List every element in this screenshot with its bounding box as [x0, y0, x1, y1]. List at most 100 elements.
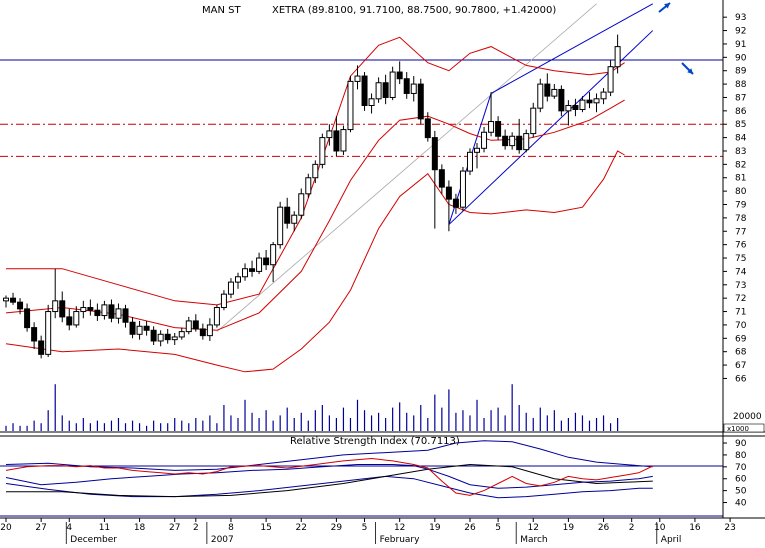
candle-body [199, 328, 206, 337]
channel-line [490, 3, 654, 94]
candle-body [242, 268, 249, 278]
price-tick-label: 93 [735, 13, 746, 23]
candle-body [396, 71, 403, 80]
candle-body [66, 316, 73, 326]
candle-body [45, 311, 52, 355]
candle-body [579, 99, 586, 111]
candle-body [459, 170, 466, 208]
date-tick-label: 22 [296, 523, 307, 533]
candle-body [122, 308, 129, 323]
date-tick-label: 2 [629, 523, 635, 533]
candle-body [263, 257, 270, 266]
date-tick-label: 15 [260, 523, 271, 533]
date-tick-label: 19 [429, 523, 441, 533]
date-tick-label: 12 [394, 523, 405, 533]
rsi-line [5, 457, 654, 496]
candle-body [291, 214, 298, 224]
candle-body [516, 135, 523, 151]
candle-body [586, 99, 593, 104]
candle-body [319, 137, 326, 165]
candle-body [52, 300, 59, 313]
price-tick-label: 74 [735, 267, 747, 277]
candle-body [171, 336, 178, 341]
candle-body [164, 333, 171, 341]
date-tick-label: 18 [134, 523, 146, 533]
candle-body [530, 107, 537, 135]
candle-body [593, 98, 600, 104]
candle-body [206, 324, 213, 337]
price-tick-label: 70 [735, 321, 747, 331]
candle-body [270, 244, 277, 266]
candle-body [227, 281, 234, 295]
date-tick-label: 2 [193, 523, 199, 533]
price-tick-label: 72 [735, 294, 746, 304]
candle-body [438, 169, 445, 188]
price-tick-label: 80 [735, 187, 747, 197]
date-tick-label: 20 [0, 523, 12, 533]
arrow-head [664, 3, 670, 9]
candle-body [157, 333, 164, 342]
candlesticks [3, 34, 621, 359]
price-tick-label: 87 [735, 93, 746, 103]
date-tick-label: 27 [35, 523, 46, 533]
candle-body [234, 276, 241, 283]
price-tick-label: 83 [735, 147, 746, 157]
candle-body [417, 83, 424, 120]
candle-body [277, 206, 284, 246]
price-tick-label: 88 [735, 80, 747, 90]
rsi-tick-label: 60 [735, 475, 747, 485]
diagonal-trendline [216, 3, 597, 332]
candle-body [108, 304, 115, 319]
date-tick-label: 19 [563, 523, 575, 533]
price-tick-label: 81 [735, 174, 746, 184]
candle-body [185, 320, 192, 333]
date-tick-label: 5 [362, 523, 368, 533]
rsi-tick-label: 90 [735, 439, 747, 449]
candle-body [192, 320, 199, 330]
price-tick-label: 66 [735, 374, 747, 384]
candle-body [614, 46, 621, 68]
candle-body [375, 82, 382, 100]
rsi-lower-band [5, 475, 653, 499]
date-tick-label: 26 [598, 523, 610, 533]
candle-body [333, 130, 340, 152]
candle-body [305, 177, 312, 195]
candle-body [87, 307, 94, 311]
candle-body [256, 257, 263, 272]
candle-body [347, 80, 354, 131]
price-tick-label: 89 [735, 67, 747, 77]
rsi-tick-label: 40 [735, 499, 747, 509]
volume-unit-label: x1000 [727, 425, 749, 433]
candle-body [431, 137, 438, 171]
volume-unit-box [723, 423, 765, 433]
volume-bars [5, 384, 619, 431]
price-tick-label: 86 [735, 107, 747, 117]
candle-body [220, 293, 227, 309]
rsi-panel [0, 440, 723, 517]
candle-body [502, 135, 509, 147]
candle-body [424, 118, 431, 139]
price-tick-label: 90 [735, 53, 747, 63]
candle-body [59, 300, 66, 318]
candle-body [481, 131, 488, 149]
candle-body [340, 129, 347, 152]
date-tick-label: 10 [654, 523, 666, 533]
price-tick-label: 67 [735, 361, 746, 371]
candle-body [382, 82, 389, 98]
price-tick-label: 71 [735, 308, 746, 318]
price-tick-label: 85 [735, 120, 746, 130]
price-tick-label: 68 [735, 348, 747, 358]
rsi-tick-label: 50 [735, 487, 747, 497]
price-tick-label: 69 [735, 334, 747, 344]
bollinger-upper-line [6, 36, 625, 306]
date-tick-label: 29 [331, 523, 343, 533]
rsi-upper-band [5, 440, 653, 471]
arrow-head [687, 68, 693, 74]
candle-body [509, 135, 516, 147]
price-tick-label: 82 [735, 160, 746, 170]
date-tick-label: 12 [528, 523, 539, 533]
trend-arrows [658, 2, 694, 75]
